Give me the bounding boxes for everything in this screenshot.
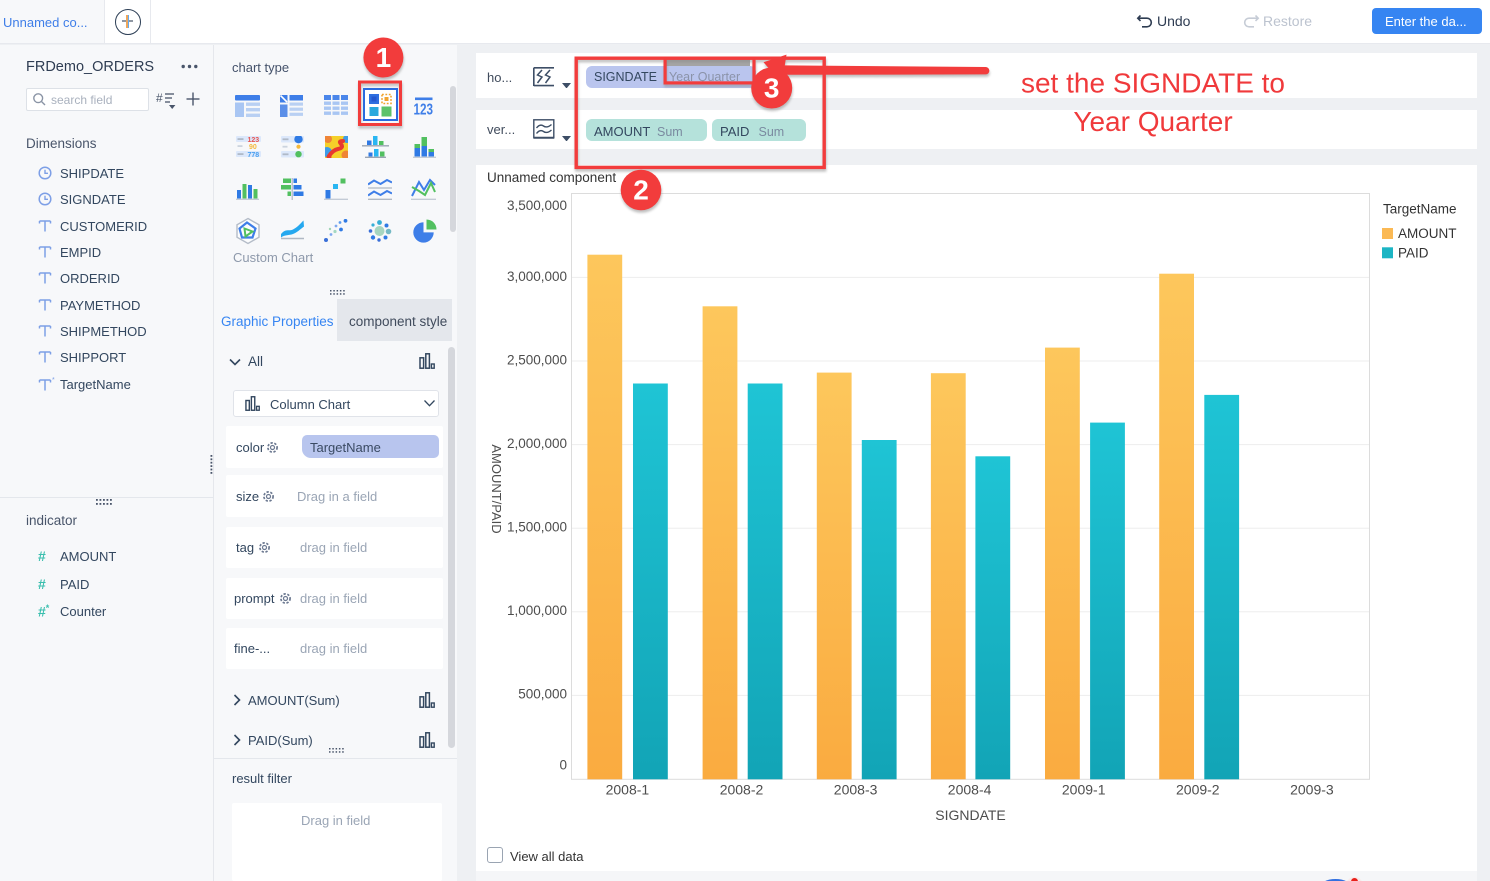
svg-text:*: *	[52, 377, 55, 384]
svg-text:2008-4: 2008-4	[948, 782, 992, 798]
svg-text:1,000,000: 1,000,000	[507, 603, 567, 618]
svg-text:AMOUNT/PAID: AMOUNT/PAID	[489, 444, 504, 533]
svg-text:2,000,000: 2,000,000	[507, 436, 567, 451]
svg-text:123: 123	[414, 102, 434, 118]
svg-text:1,500,000: 1,500,000	[507, 520, 567, 535]
svg-text:123: 123	[248, 137, 260, 144]
svg-text:#: #	[156, 91, 163, 105]
svg-text:AMOUNT: AMOUNT	[1398, 226, 1457, 241]
svg-text:500,000: 500,000	[518, 687, 567, 702]
svg-text:2008-3: 2008-3	[834, 782, 878, 798]
svg-text:2,500,000: 2,500,000	[507, 353, 567, 368]
svg-text:2008-2: 2008-2	[720, 782, 764, 798]
svg-text:TargetName: TargetName	[1383, 202, 1457, 217]
svg-text:778: 778	[248, 152, 260, 158]
svg-text:3,500,000: 3,500,000	[507, 198, 567, 213]
svg-text:2009-2: 2009-2	[1176, 782, 1220, 798]
svg-text:PAID: PAID	[1398, 246, 1429, 261]
svg-text:2008-1: 2008-1	[606, 782, 650, 798]
svg-text:SIGNDATE: SIGNDATE	[935, 807, 1006, 823]
svg-text:90: 90	[249, 144, 257, 151]
svg-text:2009-1: 2009-1	[1062, 782, 1106, 798]
svg-text:3,000,000: 3,000,000	[507, 269, 567, 284]
svg-text:0: 0	[559, 758, 567, 773]
svg-text:2009-3: 2009-3	[1290, 782, 1334, 798]
